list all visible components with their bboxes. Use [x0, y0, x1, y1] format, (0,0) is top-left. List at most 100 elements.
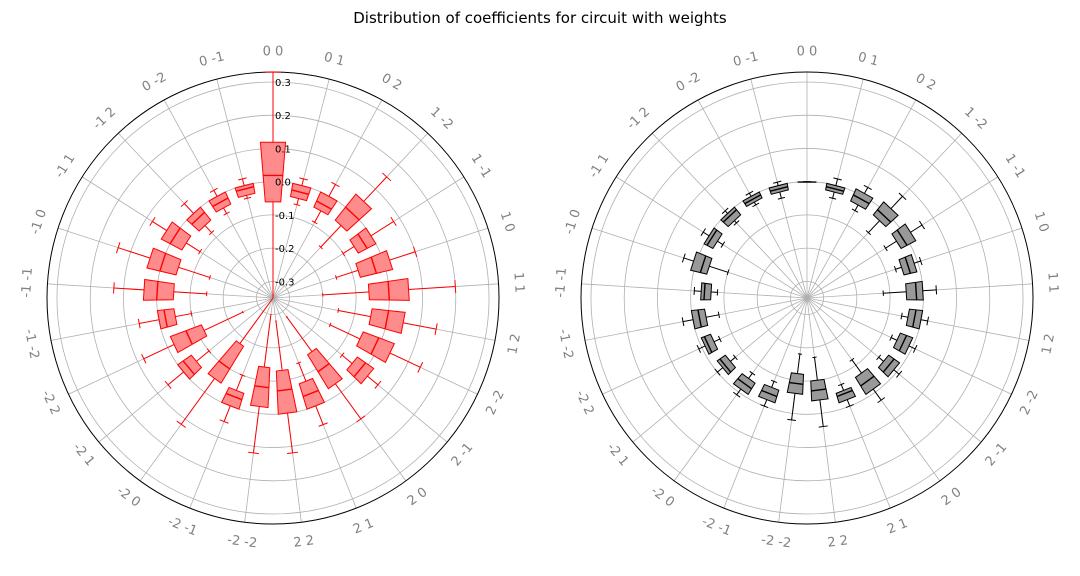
boxplot--2_-2	[247, 313, 272, 455]
angular-tick-label: 0 -1	[198, 49, 226, 70]
median-line	[896, 229, 908, 246]
boxplot-2_0	[849, 357, 886, 404]
box	[275, 369, 298, 415]
whisker-cap	[812, 356, 817, 359]
boxplot--1_-2	[137, 308, 193, 330]
whisker-cap	[208, 275, 212, 280]
boxplot-2_1	[296, 361, 328, 427]
angular-tick-label: 2 1	[351, 516, 376, 538]
polar-frame	[580, 71, 1034, 525]
boxplot--1_0	[681, 251, 730, 276]
angular-tick-label: -2 1	[604, 440, 632, 469]
boxplot-2_2	[275, 320, 299, 455]
whisker-cap	[339, 352, 345, 358]
whisker-cap	[334, 275, 338, 280]
median-line	[225, 392, 243, 401]
whisker-cap	[454, 280, 457, 293]
whisker-cap	[356, 415, 366, 423]
boxplot-2_-1	[876, 354, 903, 378]
whisker-cap	[896, 370, 903, 378]
angular-tick-label: 0 -1	[732, 49, 760, 70]
median-line	[744, 194, 762, 205]
boxplot-2_-2	[328, 322, 424, 373]
whisker-cap	[797, 353, 802, 355]
angular-tick-label: -1 -1	[553, 267, 570, 298]
median-line	[811, 388, 827, 392]
boxplot--1_2	[180, 200, 215, 236]
angular-tick-label: -2 0	[648, 483, 677, 510]
whisker-cap	[239, 373, 246, 377]
box	[313, 191, 338, 216]
whisker-cap	[241, 310, 244, 314]
median-line	[699, 255, 707, 273]
angular-tick-label: -2 2	[38, 388, 62, 417]
box	[346, 356, 375, 385]
angular-tick-label: 0 1	[856, 50, 880, 70]
angular-tick-label: 2 0	[405, 485, 431, 509]
box	[169, 324, 208, 354]
median-line	[703, 336, 713, 353]
median-line	[163, 309, 168, 328]
whisker-cap	[898, 192, 907, 201]
angular-tick-label: 0 -2	[140, 70, 169, 95]
whisker-cap	[337, 308, 340, 313]
whisker-cap	[341, 250, 346, 257]
whisker-cap	[413, 246, 418, 257]
whisker-cap	[318, 422, 328, 427]
whisker-cap	[745, 190, 754, 196]
median-line	[697, 309, 702, 328]
boxplot-0_-1	[234, 177, 256, 200]
box	[349, 227, 377, 254]
radial-tick-label: 0.3	[275, 78, 291, 89]
whisker-cap	[390, 216, 397, 226]
median-line	[826, 185, 844, 192]
boxplot--1_2	[720, 206, 742, 228]
angular-tick-label: -1 -2	[555, 328, 575, 360]
box	[146, 247, 182, 276]
box	[334, 193, 373, 232]
box	[220, 386, 245, 410]
median-line	[345, 206, 360, 221]
whisker-cap	[223, 211, 230, 216]
whisker-cap	[912, 344, 918, 353]
whisker-cap	[247, 451, 259, 455]
median-line	[914, 282, 918, 300]
boxplot-0_-2	[742, 190, 763, 208]
boxplot-1_-1	[341, 216, 397, 257]
angular-tick-label: -1 0	[562, 208, 584, 237]
median-line	[316, 200, 332, 210]
whisker-cap	[851, 208, 859, 213]
box	[854, 367, 882, 396]
median-line	[387, 281, 391, 301]
whisker-cap	[190, 310, 193, 317]
median-line	[860, 375, 875, 387]
median-line	[706, 229, 718, 246]
whisker-cap	[243, 196, 252, 200]
boxplot-0_0	[259, 71, 287, 298]
median-line	[317, 363, 330, 373]
polar-chart-right: 0 0 0 1 0 2 1 -2 1 -1 1 0 1 1 1 2 2 -22 -1 2 0 2 1…	[553, 45, 1061, 552]
whisker-cap	[877, 397, 886, 404]
whisker-cap	[318, 245, 323, 250]
whisker-cap	[141, 354, 147, 364]
whisker-cap	[293, 203, 301, 207]
median-line	[370, 337, 380, 355]
boxplot--1_-1	[693, 282, 719, 301]
median-line	[789, 381, 804, 386]
whisker-cap	[833, 177, 842, 181]
angular-tick-label: 0 0	[263, 45, 284, 60]
whisker-cap	[849, 357, 855, 362]
median-line	[169, 227, 181, 245]
angular-tick-label: -1 0	[28, 208, 50, 237]
median-line	[291, 189, 309, 195]
whisker-cap	[845, 404, 854, 409]
radial-tick-label: 0.2	[275, 111, 291, 122]
median-line	[370, 256, 378, 274]
whisker-cap	[918, 256, 923, 266]
box	[186, 206, 212, 232]
boxplot--1_0	[115, 242, 212, 280]
whisker-cap	[749, 370, 756, 376]
whisker-cap	[238, 177, 247, 181]
whisker-cap	[777, 196, 786, 200]
median-line	[770, 185, 788, 192]
